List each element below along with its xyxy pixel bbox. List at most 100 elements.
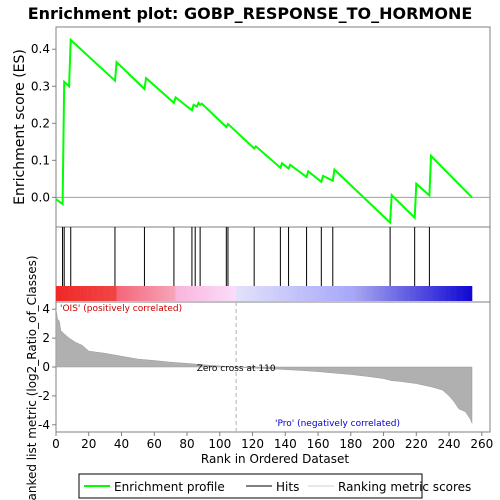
es-y-tick-label: 0.4 — [31, 42, 50, 56]
colorbar-cell — [183, 286, 186, 301]
legend: Enrichment profile Hits Ranking metric s… — [78, 473, 471, 499]
colorbar-cell — [70, 286, 73, 301]
colorbar-cell — [352, 286, 355, 301]
colorbar-cell — [404, 286, 407, 301]
colorbar-cell — [309, 286, 312, 301]
x-tick-label: 60 — [147, 437, 162, 451]
colorbar-cell — [350, 286, 353, 301]
colorbar-cell — [96, 286, 99, 301]
legend-hits-label: Hits — [276, 480, 299, 494]
colorbar-cell — [72, 286, 75, 301]
colorbar-cell — [391, 286, 394, 301]
colorbar-cell — [178, 286, 181, 301]
colorbar-cell — [167, 286, 170, 301]
colorbar-cell — [173, 286, 176, 301]
colorbar-cell — [245, 286, 248, 301]
colorbar-cell — [247, 286, 250, 301]
colorbar-cell — [213, 286, 216, 301]
colorbar-cell — [457, 286, 460, 301]
chart-title: Enrichment plot: GOBP_RESPONSE_TO_HORMON… — [28, 4, 473, 23]
colorbar-cell — [254, 286, 257, 301]
colorbar-cell — [421, 286, 424, 301]
colorbar-cell — [377, 286, 379, 301]
ranked-list-colorbar — [56, 286, 473, 301]
colorbar-cell — [321, 286, 324, 301]
colorbar-cell — [331, 286, 334, 301]
colorbar-cell — [57, 286, 60, 301]
enrichment-profile-line — [55, 37, 473, 225]
colorbar-cell — [64, 286, 67, 301]
colorbar-cell — [277, 286, 280, 301]
colorbar-cell — [142, 286, 145, 301]
colorbar-cell — [141, 286, 144, 301]
colorbar-cell — [450, 286, 453, 301]
es-y-tick-label: 0.2 — [31, 116, 50, 130]
x-axis-label: Rank in Ordered Dataset — [201, 452, 349, 466]
colorbar-cell — [347, 286, 350, 301]
colorbar-cell — [221, 286, 224, 301]
colorbar-cell — [324, 286, 327, 301]
colorbar-cell — [298, 286, 301, 301]
colorbar-cell — [231, 286, 234, 301]
colorbar-cell — [390, 286, 393, 301]
es-y-axis: 0.0 0.1 0.2 0.3 0.4 — [31, 42, 56, 204]
colorbar-cell — [467, 286, 470, 301]
colorbar-cell — [458, 286, 461, 301]
colorbar-cell — [128, 286, 130, 301]
colorbar-cell — [259, 286, 262, 301]
colorbar-cell — [116, 286, 119, 301]
colorbar-cell — [78, 286, 81, 301]
x-tick-label: 0 — [52, 437, 60, 451]
colorbar-cell — [409, 286, 412, 301]
colorbar-cell — [147, 286, 150, 301]
colorbar-cell — [80, 286, 83, 301]
colorbar-cell — [191, 286, 194, 301]
colorbar-cell — [260, 286, 263, 301]
colorbar-cell — [426, 286, 429, 301]
colorbar-cell — [388, 286, 391, 301]
colorbar-cell — [223, 286, 225, 301]
colorbar-cell — [440, 286, 443, 301]
colorbar-cell — [232, 286, 235, 301]
colorbar-cell — [224, 286, 227, 301]
colorbar-cell — [463, 286, 466, 301]
colorbar-cell — [413, 286, 415, 301]
colorbar-cell — [146, 286, 149, 301]
colorbar-cell — [160, 286, 163, 301]
colorbar-cell — [67, 286, 70, 301]
colorbar-cell — [344, 286, 347, 301]
colorbar-cell — [290, 286, 293, 301]
colorbar-cell — [265, 286, 268, 301]
colorbar-cell — [460, 286, 463, 301]
colorbar-cell — [282, 286, 284, 301]
colorbar-cell — [139, 286, 142, 301]
es-y-axis-label: Enrichment score (ES) — [12, 49, 28, 205]
colorbar-cell — [236, 286, 239, 301]
colorbar-cell — [154, 286, 157, 301]
colorbar-cell — [252, 286, 255, 301]
colorbar-cell — [354, 286, 357, 301]
colorbar-cell — [226, 286, 229, 301]
colorbar-cell — [375, 286, 378, 301]
colorbar-cell — [398, 286, 401, 301]
colorbar-cell — [206, 286, 209, 301]
colorbar-cell — [87, 286, 90, 301]
colorbar-cell — [401, 286, 404, 301]
colorbar-cell — [126, 286, 129, 301]
colorbar-cell — [113, 286, 116, 301]
colorbar-cell — [165, 286, 168, 301]
colorbar-cell — [385, 286, 388, 301]
colorbar-cell — [465, 286, 468, 301]
colorbar-cell — [445, 286, 448, 301]
colorbar-cell — [106, 286, 109, 301]
metric-y-tick-label: 4 — [42, 302, 50, 316]
colorbar-cell — [250, 286, 253, 301]
colorbar-cell — [318, 286, 320, 301]
colorbar-cell — [345, 286, 348, 301]
colorbar-cell — [373, 286, 376, 301]
x-axis: 0 20 40 60 80 100 120 140 160 180 200 220 240 260 — [52, 432, 493, 451]
x-tick-label: 180 — [339, 437, 362, 451]
colorbar-cell — [119, 286, 122, 301]
colorbar-cell — [159, 286, 162, 301]
